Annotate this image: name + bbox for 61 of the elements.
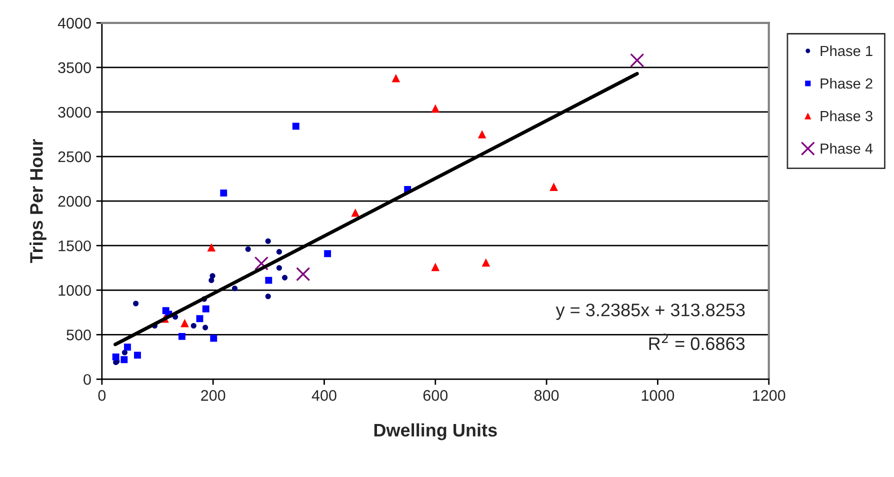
x-tick-label: 1000: [642, 390, 674, 401]
point: [324, 250, 332, 258]
point: [210, 334, 218, 342]
x-tick-label: 0: [98, 390, 106, 401]
y-axis-title: Trips Per Hour: [30, 139, 46, 264]
x-tick-label: 400: [312, 390, 336, 401]
x-tick-label: 600: [423, 390, 448, 401]
legend-label: Phase 4: [820, 143, 873, 154]
x-tick-label: 200: [201, 390, 226, 401]
point: [190, 322, 196, 329]
point: [112, 353, 120, 360]
point: [482, 258, 490, 267]
y-tick-label: 0: [84, 374, 91, 385]
point: [478, 130, 486, 138]
y-tick-label: 2500: [58, 151, 91, 162]
point: [265, 276, 272, 284]
y-tick-label: 4000: [58, 18, 91, 29]
point: [296, 267, 310, 282]
y-tick-label: 500: [66, 330, 91, 340]
point: [550, 182, 558, 191]
point: [431, 104, 440, 113]
x-axis-title: Dwelling Units: [374, 423, 497, 440]
point: [232, 286, 238, 292]
point: [630, 53, 644, 68]
point: [276, 265, 282, 271]
point: [220, 190, 228, 197]
legend-label: Phase 2: [820, 78, 872, 89]
point: [276, 249, 282, 255]
point: [265, 294, 271, 300]
point: [133, 300, 139, 306]
y-tick-label: 1000: [58, 285, 91, 296]
point: [178, 332, 186, 340]
point: [180, 318, 189, 328]
y-tick-label: 3500: [58, 62, 91, 74]
point: [265, 238, 271, 244]
point: [134, 352, 141, 359]
point: [392, 74, 400, 82]
x-tick-label: 800: [534, 390, 559, 401]
legend-label: Phase 1: [820, 45, 872, 56]
point: [282, 274, 288, 280]
point: [202, 305, 210, 312]
point: [122, 350, 128, 356]
point: [208, 278, 214, 284]
point: [124, 344, 131, 351]
legend-label: Phase 3: [820, 110, 872, 122]
y-tick-label: 3000: [58, 106, 91, 118]
point: [254, 256, 269, 270]
point: [431, 262, 440, 272]
annotation: y = 3.2385x + 313.8253: [556, 304, 745, 320]
point: [207, 243, 216, 252]
y-tick-label: 1500: [58, 240, 91, 252]
x-tick-label: 1200: [753, 390, 786, 401]
point: [292, 122, 300, 130]
point: [210, 273, 216, 279]
point: [351, 208, 360, 217]
y-tick-label: 2000: [58, 196, 91, 207]
annotation: R$^{2}$ = 0.6863: [649, 334, 745, 350]
point: [120, 356, 128, 364]
point: [202, 324, 208, 330]
point: [245, 246, 251, 252]
point: [196, 315, 204, 322]
